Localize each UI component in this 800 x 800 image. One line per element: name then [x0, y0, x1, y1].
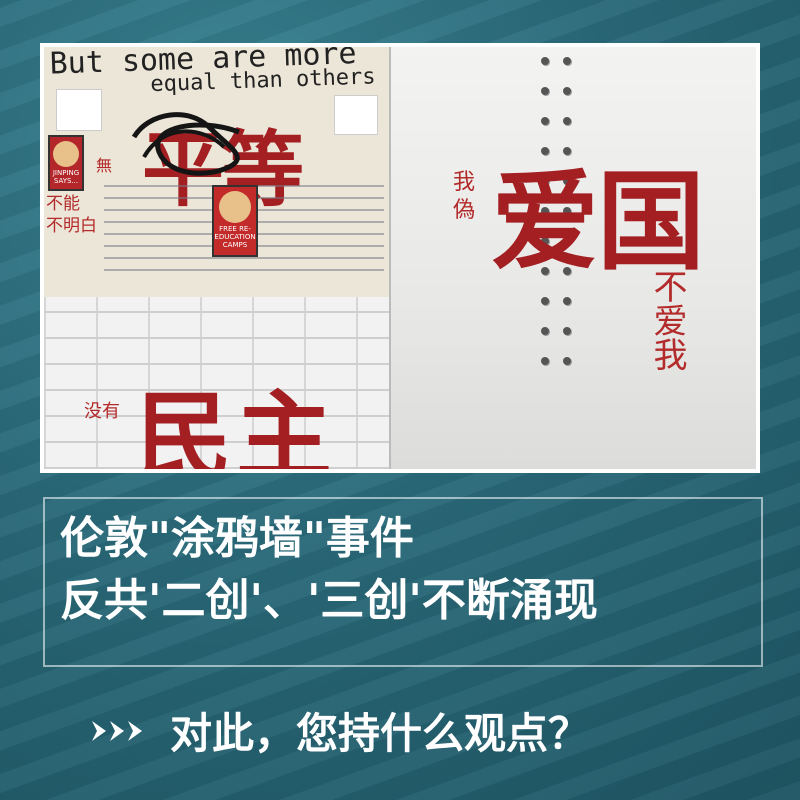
photo-left-bottom-panel: 没有 民主: [44, 297, 389, 469]
headline-line2: 反共'二创'、'三创'不断涌现: [60, 575, 598, 626]
poster-center-caption: FREE RE-EDUCATION CAMPS: [214, 225, 256, 249]
question-row: 对此，您持什么观点？: [92, 700, 590, 761]
bottom-small-red-graffiti: 没有: [84, 401, 120, 422]
left-small-red-line: 不明白: [46, 216, 97, 236]
poster-face-icon: [53, 141, 79, 167]
headline: 伦敦"涂鸦墙"事件 反共'二创'、'三创'不断涌现: [60, 508, 598, 632]
left-small-red-top: 無: [96, 156, 113, 175]
left-small-red-lines: 不能 不明白: [46, 193, 97, 237]
graffiti-photo-collage: But some are more equal than others 平等 J…: [40, 43, 760, 473]
right-small-red-graffiti: 我偽: [453, 170, 476, 223]
headline-line1: 伦敦"涂鸦墙"事件: [60, 513, 414, 564]
rivet-column: [541, 57, 581, 365]
posted-paper: [334, 95, 378, 135]
poster-left-caption: JINPING SAYS...: [52, 169, 80, 185]
black-scribble: [131, 112, 240, 176]
left-small-red-line: 不能: [46, 194, 80, 214]
photo-right-panel: 我偽 爱国 不爱我: [389, 47, 756, 469]
bottom-big-red-graffiti: 民主: [136, 381, 336, 469]
photo-left-top-panel: But some are more equal than others 平等 J…: [44, 47, 389, 297]
question-text: 对此，您持什么观点？: [170, 709, 591, 758]
graffiti-english-line2: equal than others: [150, 64, 376, 98]
right-vertical-red-graffiti: 不爱我: [647, 269, 687, 371]
headline-box: [43, 497, 763, 667]
poster-left: JINPING SAYS...: [48, 135, 84, 191]
triple-chevron-right-icon: [92, 718, 148, 744]
right-big-red-graffiti: 爱国: [491, 160, 705, 285]
poster-center: FREE RE-EDUCATION CAMPS: [212, 185, 258, 257]
poster-face-icon: [219, 191, 251, 223]
posted-paper: [56, 89, 102, 131]
